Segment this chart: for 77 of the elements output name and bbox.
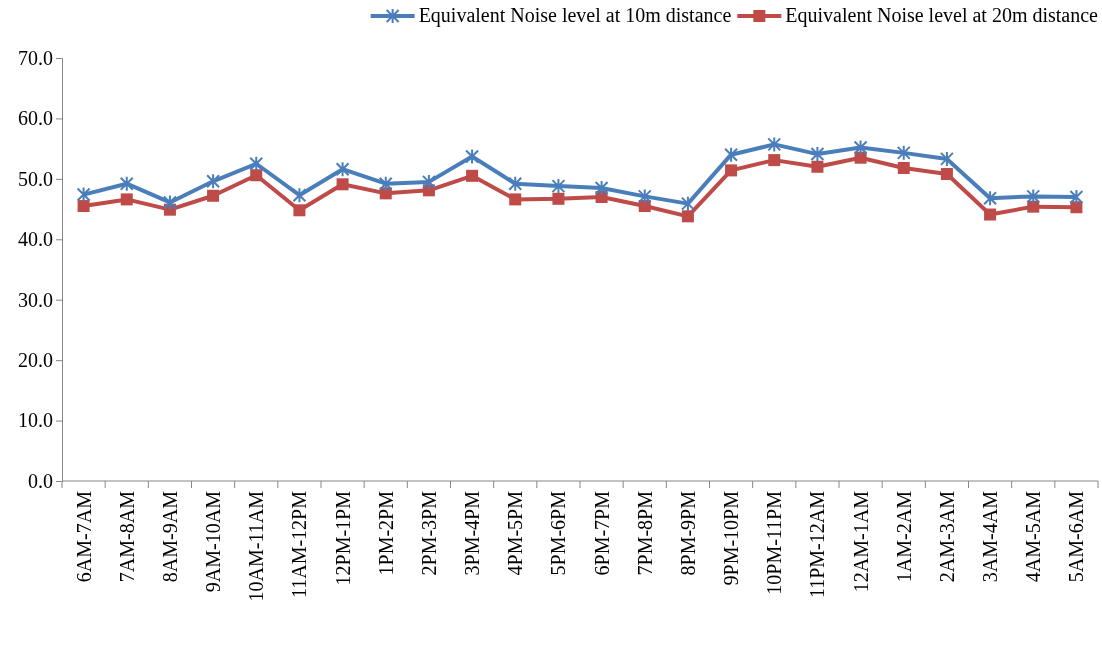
point: [551, 178, 566, 195]
point: [76, 186, 91, 203]
point: [1070, 201, 1083, 214]
y-tick-label: 70.0: [18, 46, 53, 69]
y-tick-label: 60.0: [18, 107, 53, 130]
x-tick-label: 9PM-10PM: [720, 490, 743, 586]
x-tick-label: 1PM-2PM: [374, 490, 397, 576]
point: [897, 161, 910, 174]
point: [77, 200, 90, 213]
x-tick-label: 8AM-9AM: [158, 490, 181, 583]
point: [119, 175, 134, 192]
point: [162, 194, 177, 211]
x-tick-label: 3AM-4AM: [979, 490, 1002, 583]
x-tick-label: 4PM-5PM: [504, 490, 527, 576]
point: [552, 192, 565, 205]
point: [336, 178, 349, 191]
point: [207, 189, 220, 202]
point: [725, 164, 738, 177]
y-tick-label: 40.0: [18, 228, 53, 251]
point: [983, 190, 998, 207]
point: [637, 188, 652, 205]
point: [465, 148, 480, 165]
point: [768, 154, 781, 167]
point: [1027, 200, 1040, 213]
point: [594, 179, 609, 196]
point: [1026, 188, 1041, 205]
point: [939, 150, 954, 167]
point: [681, 210, 694, 223]
x-tick-label: 5PM-6PM: [547, 490, 570, 576]
point: [724, 146, 739, 163]
point: [120, 193, 133, 206]
x-tick-label: 3PM-4PM: [461, 490, 484, 576]
x-tick-label: 6PM-7PM: [590, 490, 613, 576]
x-tick-label: 11PM-12AM: [806, 490, 829, 599]
x-tick-label: 6AM-7AM: [72, 490, 95, 583]
point: [940, 168, 953, 181]
legend-label: Equivalent Noise level at 20m distance: [785, 4, 1099, 27]
point: [1069, 188, 1084, 205]
x-tick-label: 2AM-3AM: [935, 490, 958, 583]
y-tick-label: 10.0: [18, 409, 53, 432]
x-tick-label: 10PM-11PM: [763, 490, 786, 595]
point: [249, 155, 264, 172]
y-tick-label: 50.0: [18, 167, 53, 190]
y-tick-label: 30.0: [18, 288, 53, 311]
y-tick-label: 0.0: [28, 469, 53, 492]
legend-label: Equivalent Noise level at 10m distance: [418, 4, 732, 27]
x-tick-label: 12PM-1PM: [331, 490, 354, 586]
point: [854, 151, 867, 164]
point: [896, 144, 911, 161]
point: [335, 161, 350, 178]
point: [811, 160, 824, 173]
point: [810, 146, 825, 163]
x-tick-label: 8PM-9PM: [676, 490, 699, 576]
y-tick-label: 20.0: [18, 349, 53, 372]
x-tick-label: 9AM-10AM: [202, 490, 225, 593]
point: [680, 195, 695, 212]
x-tick-label: 10AM-11AM: [245, 490, 268, 602]
x-tick-label: 2PM-3PM: [417, 490, 440, 576]
x-tick-label: 5AM-6AM: [1065, 490, 1088, 583]
point: [984, 208, 997, 221]
point: [466, 169, 479, 182]
point: [853, 139, 868, 156]
x-tick-label: 1AM-2AM: [892, 490, 915, 583]
point: [206, 173, 221, 190]
x-tick-label: 12AM-1AM: [849, 490, 872, 593]
x-tick-label: 7PM-8PM: [633, 490, 656, 576]
x-tick-label: 7AM-8AM: [115, 490, 138, 583]
point: [292, 187, 307, 204]
point: [250, 169, 263, 182]
point: [378, 175, 393, 192]
point: [767, 136, 782, 153]
point: [509, 193, 522, 206]
x-tick-label: 4AM-5AM: [1022, 490, 1045, 583]
point: [293, 204, 306, 217]
point: [508, 175, 523, 192]
x-tick-label: 11AM-12PM: [288, 490, 311, 599]
point: [421, 173, 436, 190]
